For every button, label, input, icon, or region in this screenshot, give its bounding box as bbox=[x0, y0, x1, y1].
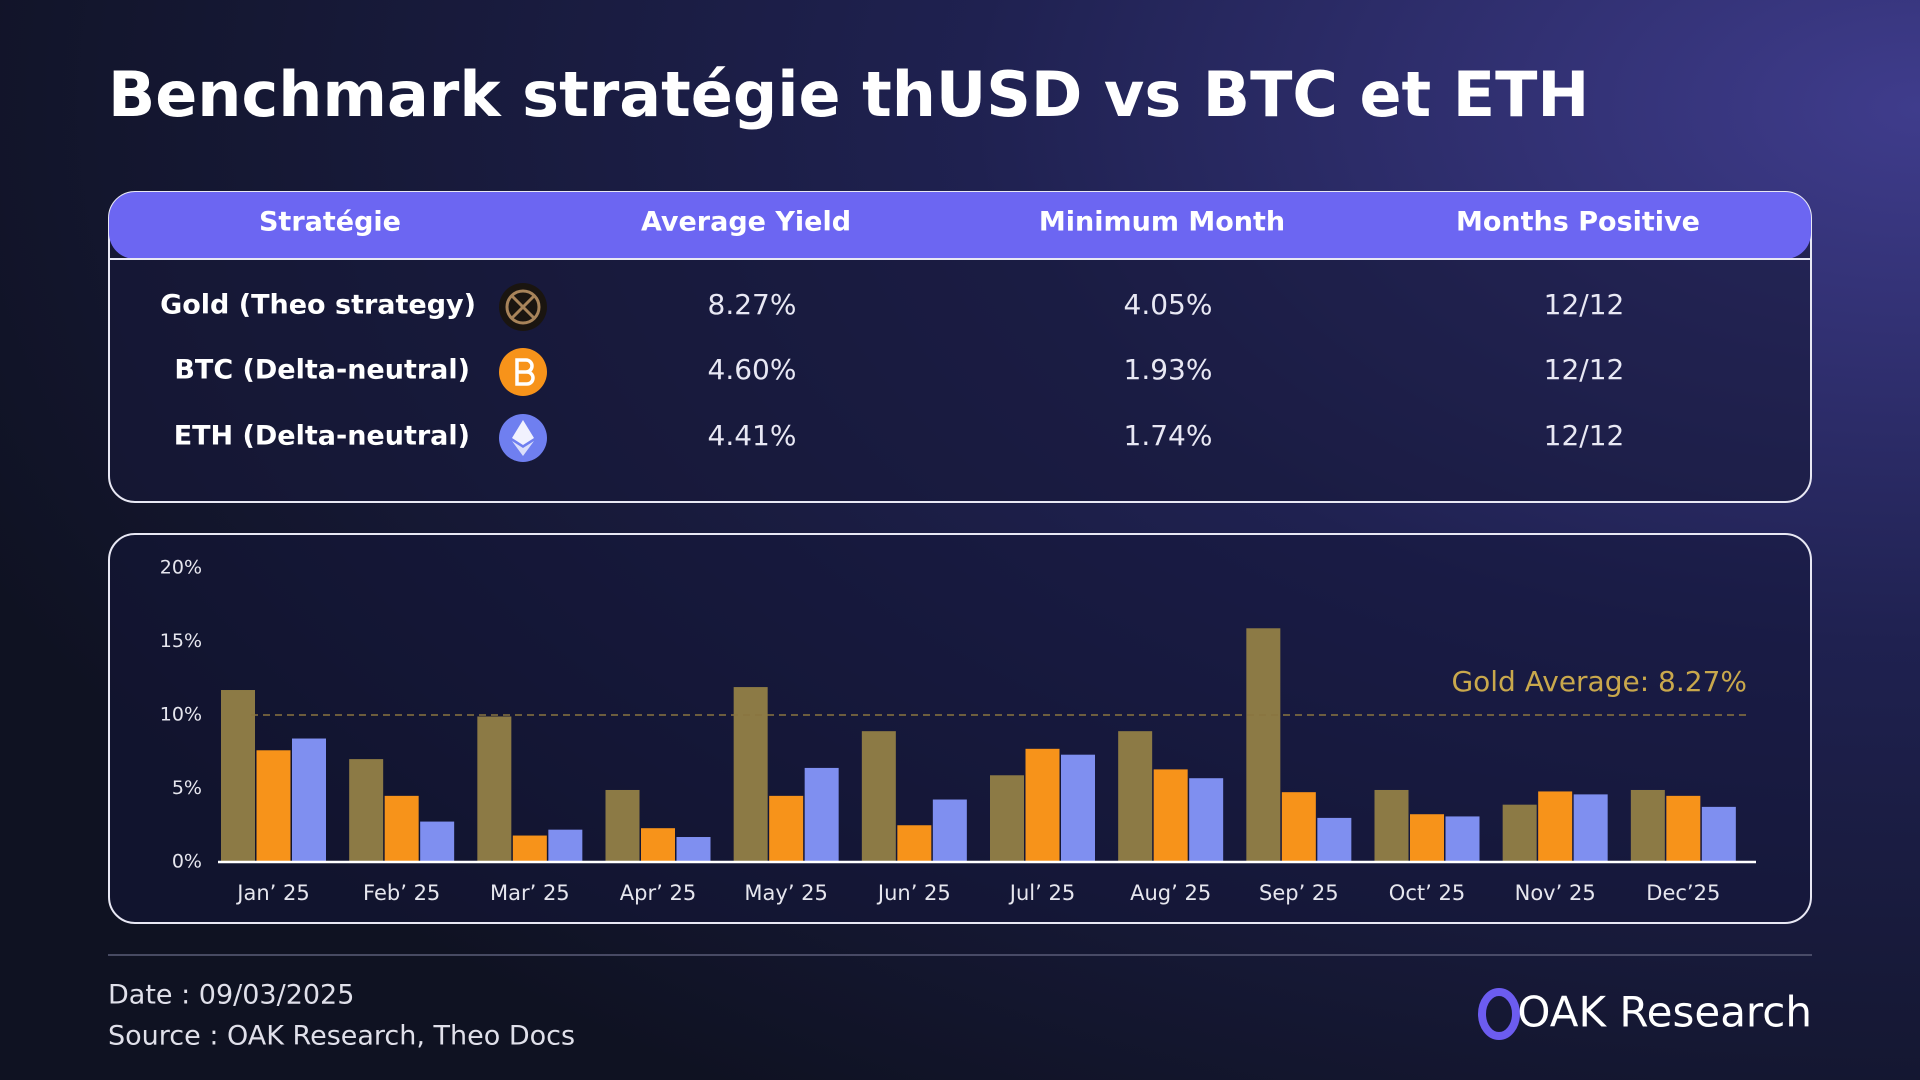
bar bbox=[292, 738, 326, 862]
bar bbox=[861, 731, 896, 862]
bar bbox=[384, 795, 419, 862]
column-header: Stratégie bbox=[259, 207, 401, 238]
bar bbox=[1538, 791, 1573, 862]
btc-icon bbox=[499, 348, 547, 396]
bar bbox=[733, 687, 768, 862]
column-header: Minimum Month bbox=[1039, 207, 1285, 238]
bar bbox=[804, 767, 839, 862]
cell: 4.60% bbox=[708, 353, 797, 386]
chart: 0% 5% 10% 15% 20% Jan’ 25 Feb’ 25 Mar’ 25 Apr’ 2… bbox=[160, 557, 1756, 905]
y-tick-label: 10% bbox=[160, 704, 202, 726]
bar bbox=[1153, 769, 1188, 862]
y-tick-label: 0% bbox=[172, 851, 202, 873]
cell: 8.27% bbox=[708, 288, 797, 321]
column-header: Average Yield bbox=[641, 207, 851, 238]
brand: OAK Research bbox=[1517, 988, 1812, 1037]
x-tick-label: Oct’ 25 bbox=[1389, 881, 1465, 905]
bar bbox=[1502, 804, 1537, 862]
bar bbox=[1374, 789, 1409, 862]
bar bbox=[1118, 731, 1153, 862]
bar bbox=[897, 825, 932, 862]
x-tick-label: Mar’ 25 bbox=[490, 881, 570, 905]
bar bbox=[932, 799, 967, 862]
x-tick-label: Dec’25 bbox=[1646, 881, 1720, 905]
date: Date : 09/03/2025 bbox=[108, 980, 354, 1011]
row-label: ETH (Delta-neutral) bbox=[174, 421, 470, 452]
eth-icon bbox=[499, 414, 547, 462]
cell: 1.93% bbox=[1124, 353, 1213, 386]
x-tick-label: Jul’ 25 bbox=[1008, 881, 1075, 905]
bar bbox=[1445, 816, 1480, 862]
bar bbox=[1281, 792, 1316, 862]
source: Source : OAK Research, Theo Docs bbox=[108, 1021, 575, 1052]
bar bbox=[1701, 806, 1736, 862]
bar bbox=[1666, 795, 1701, 862]
bar bbox=[512, 835, 547, 862]
bar bbox=[1061, 754, 1095, 862]
bar bbox=[221, 690, 255, 862]
gold-icon bbox=[499, 283, 547, 331]
y-tick-label: 20% bbox=[160, 557, 202, 579]
row-label: Gold (Theo strategy) bbox=[160, 290, 476, 321]
bar bbox=[548, 829, 583, 862]
bar bbox=[1317, 817, 1352, 862]
bar bbox=[477, 716, 512, 862]
bar bbox=[420, 821, 455, 862]
table-header bbox=[109, 192, 1811, 259]
cell: 12/12 bbox=[1544, 419, 1625, 452]
x-tick-label: Jan’ 25 bbox=[235, 881, 309, 905]
x-tick-label: May’ 25 bbox=[744, 881, 828, 905]
cell: 4.05% bbox=[1124, 288, 1213, 321]
x-tick-label: Nov’ 25 bbox=[1515, 881, 1596, 905]
bar bbox=[1025, 748, 1060, 862]
x-tick-label: Aug’ 25 bbox=[1130, 881, 1211, 905]
bar bbox=[1573, 794, 1608, 862]
cell: 12/12 bbox=[1544, 288, 1625, 321]
annotation: Gold Average: 8.27% bbox=[1451, 665, 1747, 698]
brand-logo bbox=[1478, 988, 1520, 1040]
bar bbox=[990, 775, 1024, 862]
cell: 1.74% bbox=[1124, 419, 1213, 452]
chart-box bbox=[108, 533, 1812, 924]
x-tick-label: Sep’ 25 bbox=[1259, 881, 1339, 905]
bar bbox=[349, 759, 384, 862]
y-tick-label: 15% bbox=[160, 630, 202, 652]
bar bbox=[1630, 789, 1665, 862]
bar bbox=[769, 795, 804, 862]
cell: 4.41% bbox=[708, 419, 797, 452]
x-tick-label: Jun’ 25 bbox=[876, 881, 951, 905]
bar bbox=[605, 789, 640, 862]
cell: 12/12 bbox=[1544, 353, 1625, 386]
row-label: BTC (Delta-neutral) bbox=[174, 355, 470, 386]
bar bbox=[1410, 814, 1444, 862]
bar bbox=[1246, 628, 1281, 862]
bar bbox=[676, 837, 711, 862]
column-header: Months Positive bbox=[1456, 207, 1700, 238]
y-tick-label: 5% bbox=[172, 777, 202, 799]
bar bbox=[1189, 778, 1224, 862]
x-tick-label: Feb’ 25 bbox=[363, 881, 440, 905]
x-tick-label: Apr’ 25 bbox=[620, 881, 696, 905]
bar bbox=[641, 828, 675, 862]
title: Benchmark stratégie thUSD vs BTC et ETH bbox=[108, 58, 1589, 131]
bar bbox=[256, 750, 291, 862]
